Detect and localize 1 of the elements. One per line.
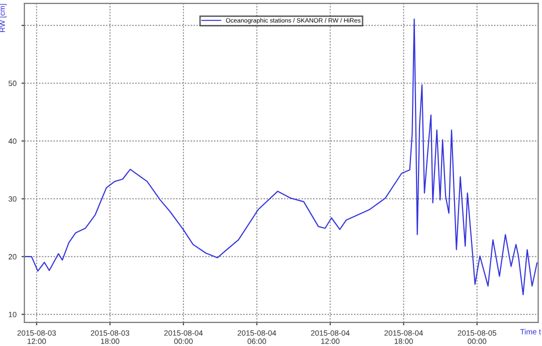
- line-series: [24, 18, 538, 296]
